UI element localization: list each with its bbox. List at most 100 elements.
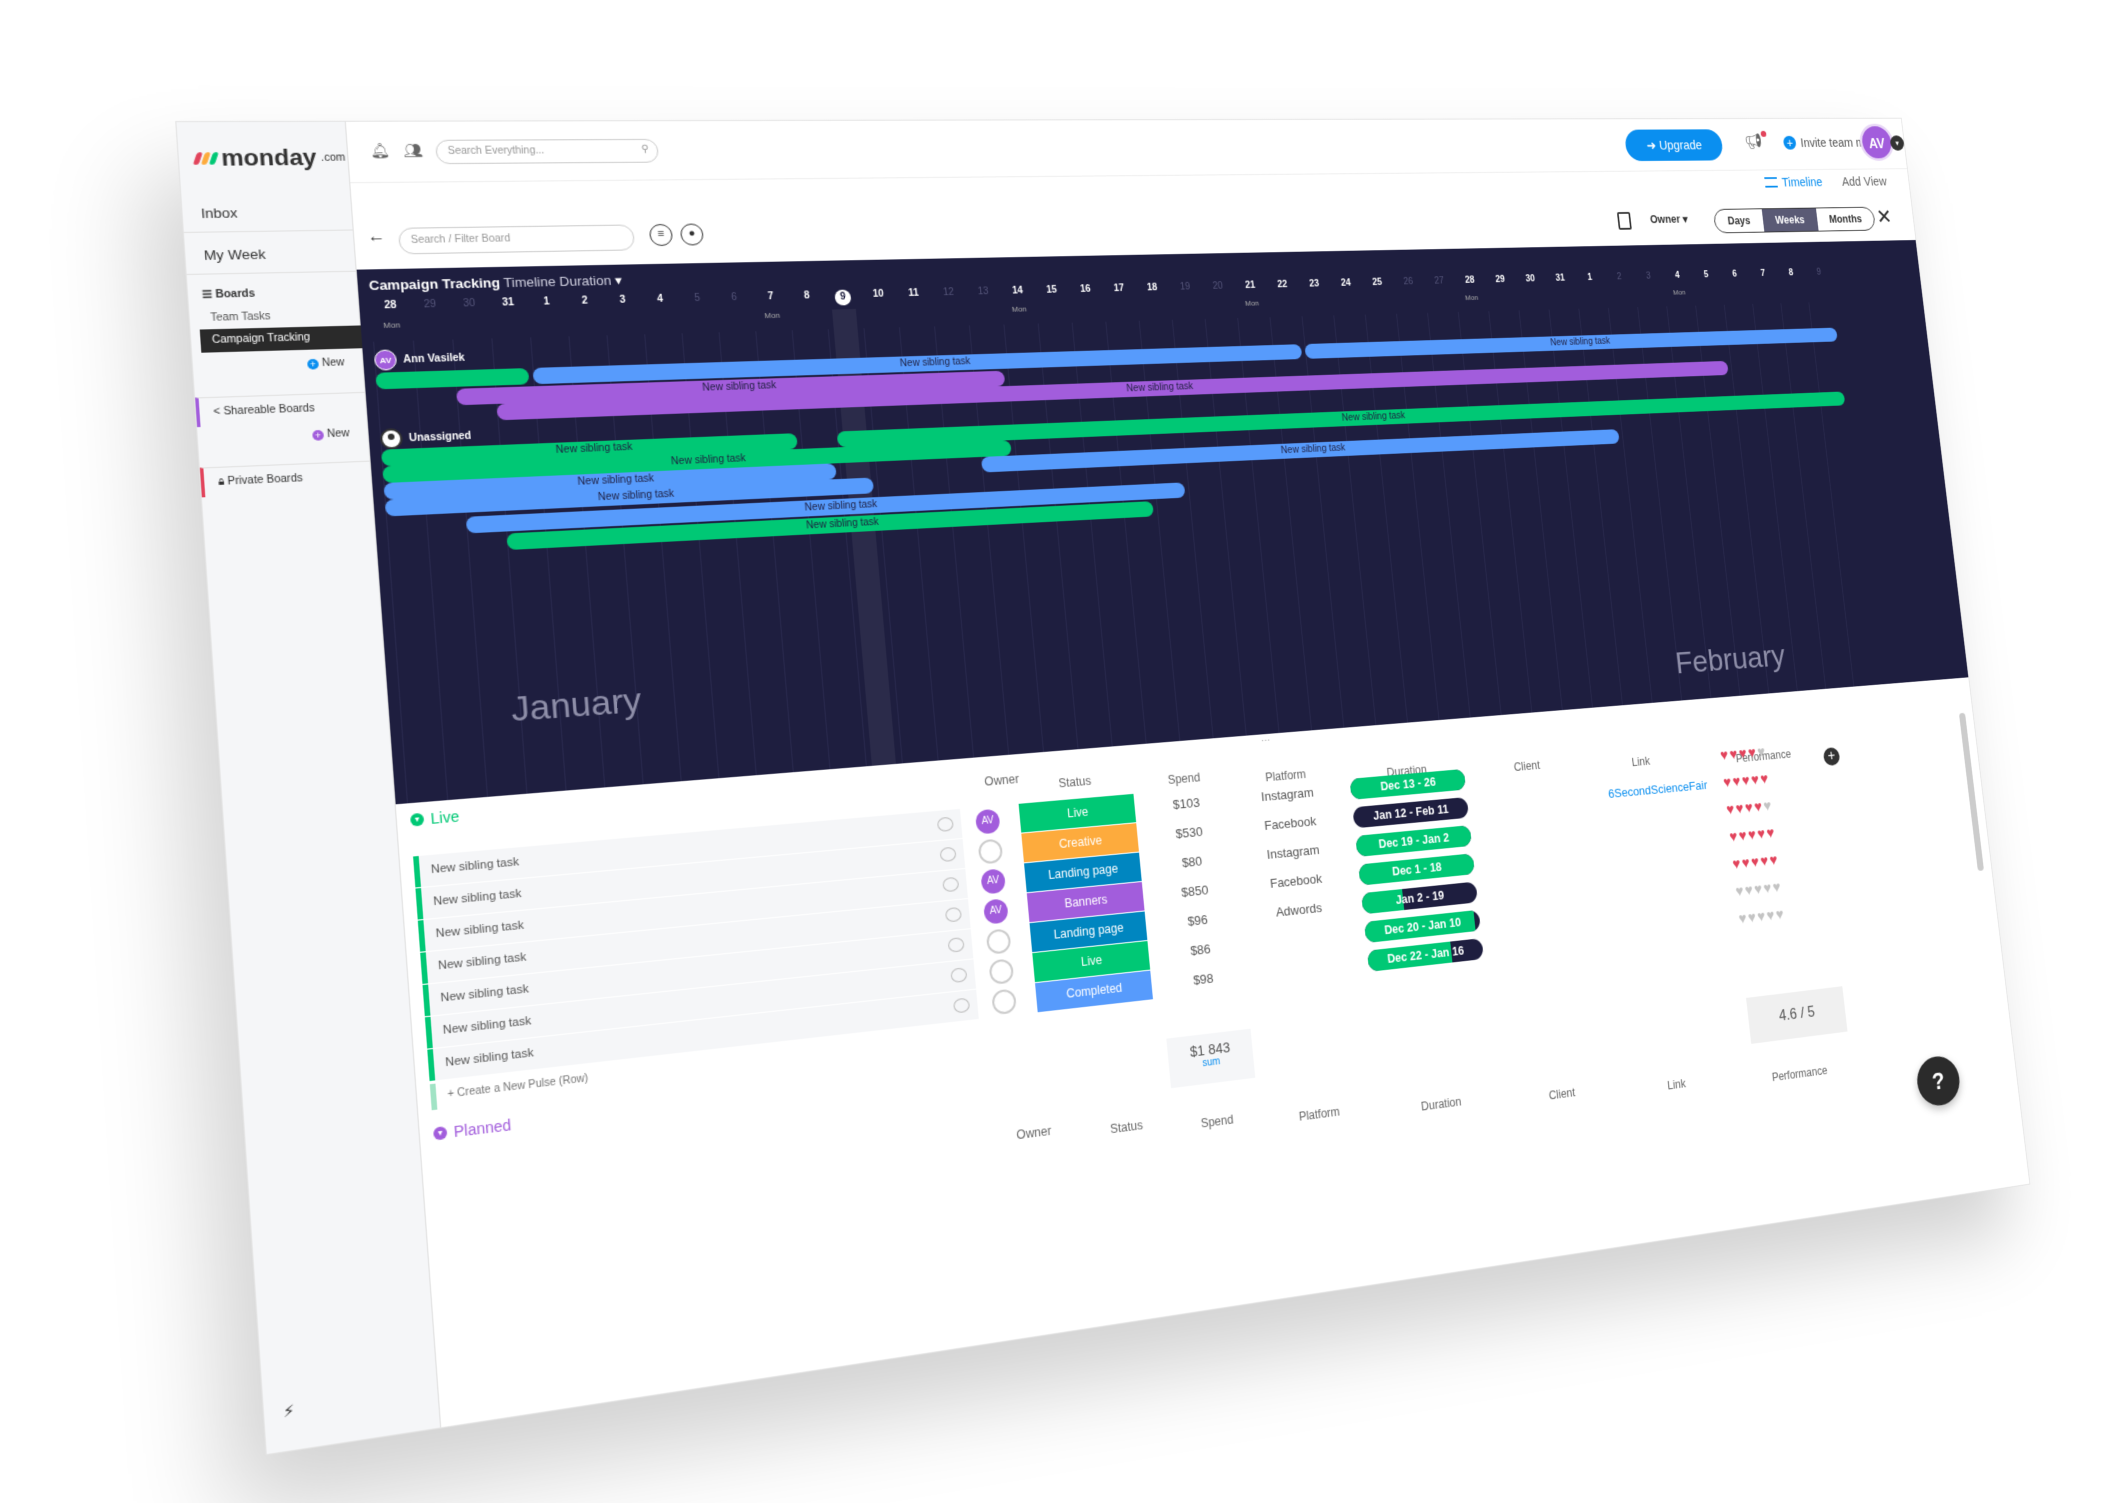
search-placeholder: Search Everything... — [447, 145, 544, 157]
sidebar-item-team-tasks[interactable]: Team Tasks — [210, 311, 271, 324]
column-header-client[interactable]: Client — [1475, 755, 1579, 777]
sidebar-item-my-week[interactable]: My Week — [184, 235, 357, 275]
sidebar-shareable-boards[interactable]: < Shareable Boards — [195, 392, 368, 427]
avatar[interactable]: AV — [983, 898, 1009, 924]
timeline-grid-line — [1752, 304, 1797, 691]
link-cell[interactable]: 6SecondScienceFair — [1607, 772, 1709, 808]
table-row[interactable]: New sibling task Completed $98 Dec 22 - Jan… — [427, 1050, 429, 1082]
avatar: AV — [374, 349, 398, 370]
timeline-day: 14 — [1000, 285, 1035, 296]
table-row[interactable]: New sibling task AV Banners $850 Facebook Dec… — [420, 953, 422, 985]
scale-months[interactable]: Months — [1816, 208, 1876, 231]
heart-icon[interactable]: ♥ — [1769, 852, 1780, 868]
tab-timeline[interactable]: Timeline — [1764, 175, 1823, 189]
bolt-icon[interactable]: ⚡︎ — [282, 1401, 295, 1422]
add-view-button[interactable]: Add View — [1841, 174, 1887, 188]
column-header-status[interactable]: Status — [1016, 770, 1132, 793]
resize-handle[interactable]: ⋯ — [1261, 736, 1271, 747]
sidebar-item-inbox[interactable]: Inbox — [181, 193, 353, 232]
timeline-day-number: 22 — [1277, 280, 1288, 290]
avatar[interactable]: AV — [975, 809, 1001, 835]
planned-column-header-owner[interactable]: Owner — [1004, 1122, 1064, 1144]
timeline-day: 3 — [603, 294, 642, 306]
scale-days[interactable]: Days — [1714, 209, 1764, 232]
timeline-day-number: 6 — [1732, 270, 1737, 280]
scale-weeks[interactable]: Weeks — [1761, 208, 1818, 231]
sidebar-item-campaign-tracking[interactable]: Campaign Tracking — [200, 325, 363, 352]
person-icon[interactable]: ● — [680, 223, 704, 245]
save-icon[interactable] — [1617, 212, 1632, 230]
plus-icon: + — [1783, 136, 1797, 150]
shareable-boards-label: Shareable Boards — [223, 403, 315, 418]
timeline-day: 31 — [1545, 273, 1576, 283]
timeline-board-title[interactable]: Campaign Tracking Timeline Duration ▾ — [368, 273, 622, 295]
duration-pill[interactable]: Jan 2 - 19 — [1361, 882, 1478, 915]
column-header-link[interactable]: Link — [1594, 751, 1686, 772]
heart-icon[interactable]: ♥ — [1757, 744, 1768, 760]
sidebar-private-boards[interactable]: 🔒︎ Private Boards — [200, 461, 373, 498]
duration-pill[interactable]: Jan 12 - Feb 11 — [1352, 797, 1469, 828]
owner-group-ann: AV Ann Vasilek — [374, 347, 466, 370]
owner-dropdown[interactable]: Owner ▾ — [1649, 213, 1688, 226]
empty-owner-icon[interactable] — [989, 958, 1015, 985]
search-everything-input[interactable]: Search Everything... ⚲ — [435, 139, 659, 164]
timeline-day: 6 — [1720, 269, 1750, 279]
planned-column-header-client[interactable]: Client — [1510, 1081, 1614, 1108]
people-icon[interactable]: 👥︎ — [402, 142, 423, 159]
heart-icon[interactable]: ♥ — [1760, 771, 1771, 787]
planned-column-header-status[interactable]: Status — [1087, 1115, 1165, 1139]
sidebar-boards-header[interactable]: ☰ Boards — [187, 278, 359, 310]
duration-pill[interactable]: Dec 19 - Jan 2 — [1355, 825, 1472, 857]
timeline-day: 23 — [1298, 279, 1331, 290]
platform-cell[interactable] — [1253, 948, 1353, 959]
table-row[interactable]: New sibling task AV Landing page $80 Instagr… — [418, 921, 420, 953]
back-arrow-icon[interactable]: ← — [367, 228, 386, 247]
unassigned-avatar-icon — [379, 428, 403, 450]
duration-pill[interactable]: Dec 1 - 18 — [1358, 853, 1475, 885]
timeline-day-number: 1 — [1587, 273, 1593, 283]
duration-pill[interactable]: Dec 20 - Jan 10 — [1364, 910, 1481, 943]
table-row[interactable]: New sibling task Live $86 Dec 20 - Jan 10 ♥♥… — [425, 1017, 427, 1049]
planned-column-header-platform[interactable]: Platform — [1268, 1101, 1370, 1128]
group-planned-title[interactable]: ▾ Planned — [433, 1116, 512, 1143]
timeline-day-number: 23 — [1309, 279, 1320, 289]
timeline-day-number: 3 — [619, 295, 626, 306]
logo-text: monday — [220, 144, 317, 171]
heart-icon[interactable]: ♥ — [1763, 798, 1774, 814]
notification-dot — [1760, 131, 1766, 137]
bell-icon[interactable]: 🔔︎ — [369, 142, 390, 159]
heart-icon[interactable]: ♥ — [1772, 880, 1783, 896]
timeline-weekday-label: Mon — [1002, 304, 1037, 313]
timeline-day-number: 3 — [1646, 271, 1652, 281]
new-board-button[interactable]: + New — [307, 357, 345, 370]
empty-owner-icon[interactable] — [991, 988, 1017, 1015]
heart-icon[interactable]: ♥ — [1766, 825, 1777, 841]
duration-pill[interactable]: Dec 22 - Jan 16 — [1367, 938, 1484, 972]
table-row[interactable]: New sibling task Creative $530 Facebook Jan … — [415, 889, 417, 921]
table-row[interactable]: New sibling task AV Live $103 Instagram Dec 1… — [413, 856, 415, 888]
timeline-day-number: 9 — [1816, 268, 1821, 278]
planned-column-header-performance[interactable]: Performance — [1746, 1061, 1852, 1088]
group-live-title[interactable]: ▾ Live — [410, 808, 460, 829]
help-button[interactable]: ? — [1915, 1054, 1963, 1108]
timeline-weekday-label: Mon — [372, 320, 412, 330]
planned-column-header-duration[interactable]: Duration — [1383, 1090, 1499, 1119]
table-row[interactable]: New sibling task Landing page $96 Adwords Ja… — [423, 985, 425, 1017]
add-column-icon[interactable]: + — [1823, 747, 1841, 766]
time-scale-toggle: Days Weeks Months — [1713, 207, 1876, 234]
avatar[interactable]: AV — [980, 868, 1006, 894]
vertical-scrollbar[interactable] — [1959, 713, 1984, 871]
search-filter-board-input[interactable]: Search / Filter Board — [398, 224, 635, 254]
planned-column-header-link[interactable]: Link — [1630, 1072, 1723, 1097]
timeline-day: 18 — [1135, 282, 1169, 293]
close-icon[interactable]: ✕ — [1875, 205, 1893, 230]
logo[interactable]: monday .com — [194, 144, 346, 172]
filter-icon[interactable]: ≡ — [649, 224, 674, 246]
timeline-day: 2 — [565, 295, 604, 307]
empty-owner-icon[interactable] — [986, 928, 1012, 955]
heart-icon[interactable]: ♥ — [1775, 907, 1786, 923]
planned-column-header-spend[interactable]: Spend — [1174, 1109, 1260, 1134]
empty-owner-icon[interactable] — [978, 838, 1004, 864]
new-shareable-board-button[interactable]: + New — [312, 428, 350, 441]
upgrade-button[interactable]: ➜ Upgrade — [1624, 129, 1724, 161]
